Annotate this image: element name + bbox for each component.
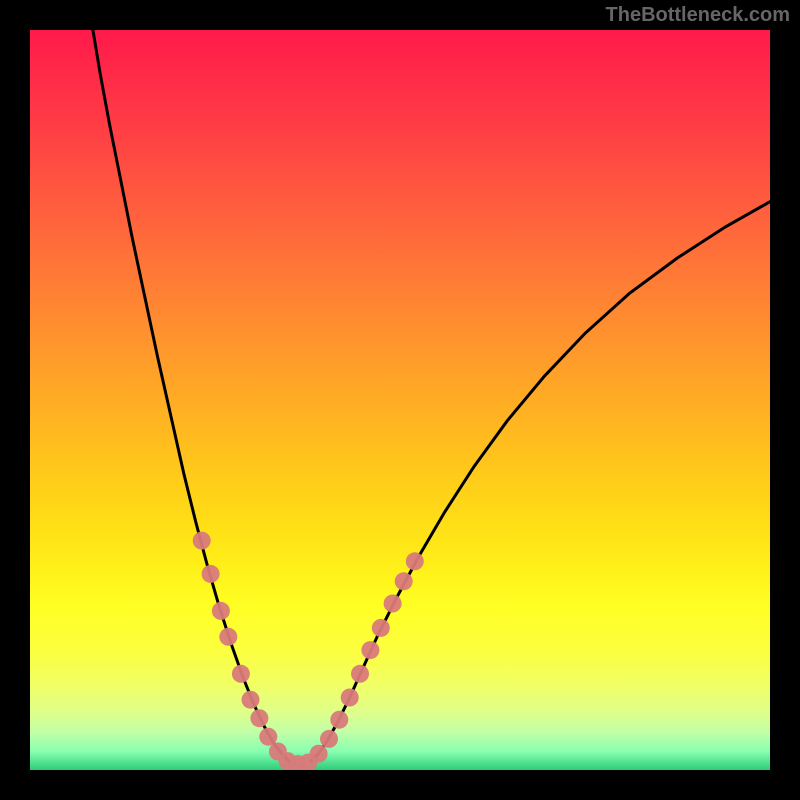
data-marker <box>219 628 237 646</box>
data-marker <box>232 665 250 683</box>
plot-area <box>30 30 770 770</box>
data-marker <box>351 665 369 683</box>
chart-svg <box>30 30 770 770</box>
gradient-background <box>30 30 770 770</box>
data-marker <box>212 602 230 620</box>
data-marker <box>320 730 338 748</box>
data-marker <box>372 619 390 637</box>
data-marker <box>330 711 348 729</box>
data-marker <box>384 595 402 613</box>
data-marker <box>242 691 260 709</box>
data-marker <box>361 641 379 659</box>
data-marker <box>341 689 359 707</box>
data-marker <box>406 552 424 570</box>
data-marker <box>250 709 268 727</box>
data-marker <box>310 745 328 763</box>
data-marker <box>193 532 211 550</box>
data-marker <box>395 572 413 590</box>
data-marker <box>259 728 277 746</box>
data-marker <box>202 565 220 583</box>
chart-container: TheBottleneck.com <box>0 0 800 800</box>
watermark-text: TheBottleneck.com <box>606 4 790 27</box>
